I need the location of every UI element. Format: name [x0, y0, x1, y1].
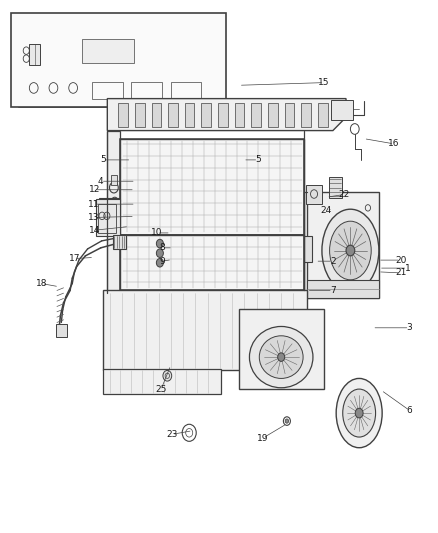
Text: 5: 5	[100, 156, 106, 164]
Bar	[98, 204, 116, 233]
Bar	[168, 103, 178, 127]
Text: 4: 4	[98, 177, 103, 185]
Circle shape	[163, 370, 172, 381]
Bar	[96, 199, 120, 236]
Text: 11: 11	[88, 200, 100, 208]
Bar	[328, 177, 342, 198]
Bar	[251, 103, 261, 127]
Bar	[201, 103, 211, 127]
Bar	[218, 103, 228, 127]
Bar	[268, 103, 278, 127]
Polygon shape	[103, 290, 307, 370]
Text: 1: 1	[404, 264, 410, 272]
Circle shape	[278, 353, 285, 361]
Text: 18: 18	[36, 279, 47, 288]
Text: 9: 9	[159, 257, 165, 265]
Bar	[307, 192, 379, 298]
Text: 22: 22	[338, 190, 350, 199]
Circle shape	[285, 419, 289, 423]
Bar	[101, 204, 116, 227]
Bar	[92, 82, 123, 99]
Bar	[307, 280, 379, 298]
Bar	[239, 309, 324, 389]
Polygon shape	[107, 99, 346, 131]
Text: 12: 12	[88, 185, 100, 194]
Text: 8: 8	[159, 244, 165, 252]
Bar	[113, 235, 126, 249]
Bar	[120, 235, 304, 290]
Ellipse shape	[336, 378, 382, 448]
Text: 24: 24	[321, 206, 332, 215]
Text: 16: 16	[389, 140, 400, 148]
Circle shape	[111, 197, 118, 206]
Bar	[29, 44, 40, 65]
Ellipse shape	[343, 389, 376, 437]
Circle shape	[156, 259, 163, 267]
Text: 17: 17	[69, 254, 80, 263]
Circle shape	[355, 408, 363, 418]
Text: 13: 13	[88, 213, 100, 222]
Bar	[56, 324, 67, 337]
Text: 6: 6	[406, 406, 413, 415]
Text: 7: 7	[330, 286, 336, 295]
Circle shape	[156, 239, 163, 248]
Ellipse shape	[250, 326, 313, 388]
Text: 10: 10	[151, 229, 162, 237]
Polygon shape	[107, 131, 120, 293]
Bar	[120, 139, 304, 235]
Bar	[120, 235, 304, 290]
Bar	[306, 185, 322, 204]
Bar	[131, 82, 162, 99]
Bar	[285, 103, 294, 127]
Text: 15: 15	[318, 78, 330, 87]
Text: 14: 14	[88, 226, 100, 235]
Circle shape	[156, 249, 163, 257]
Bar	[235, 103, 244, 127]
Text: 3: 3	[406, 324, 413, 332]
Bar	[99, 198, 120, 229]
Ellipse shape	[330, 221, 371, 280]
Ellipse shape	[259, 336, 303, 378]
Bar	[331, 100, 353, 120]
Circle shape	[346, 245, 355, 256]
Bar	[185, 103, 194, 127]
Bar	[171, 82, 201, 99]
Bar	[111, 175, 117, 185]
Text: 23: 23	[166, 430, 177, 439]
Bar	[152, 103, 161, 127]
Bar	[120, 139, 304, 235]
Text: 2: 2	[330, 257, 336, 265]
Bar	[103, 369, 221, 394]
Bar	[82, 39, 134, 63]
Text: 5: 5	[255, 156, 261, 164]
Text: 19: 19	[257, 434, 268, 442]
Bar	[118, 103, 128, 127]
Bar	[135, 103, 145, 127]
Text: 20: 20	[395, 256, 406, 264]
Bar	[301, 103, 311, 127]
Bar	[11, 13, 226, 107]
Ellipse shape	[322, 209, 379, 292]
Bar	[304, 236, 312, 262]
Bar	[318, 103, 328, 127]
Text: 25: 25	[155, 385, 167, 393]
Text: 21: 21	[395, 269, 406, 277]
